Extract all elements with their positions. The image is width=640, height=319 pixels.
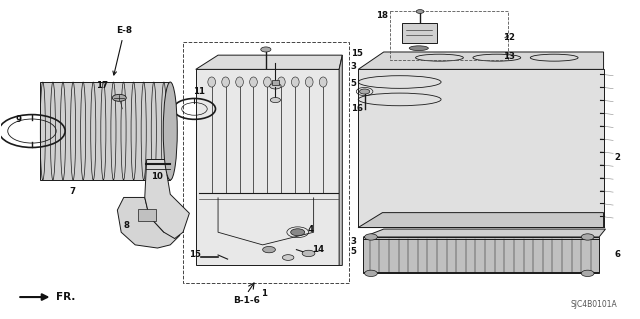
Polygon shape [196, 55, 342, 69]
Circle shape [365, 234, 378, 240]
Text: 3: 3 [351, 237, 356, 246]
Circle shape [260, 47, 271, 52]
Ellipse shape [278, 77, 285, 87]
Circle shape [302, 250, 315, 256]
Circle shape [360, 89, 370, 94]
FancyBboxPatch shape [196, 69, 339, 265]
Polygon shape [358, 213, 604, 227]
Circle shape [270, 98, 280, 103]
Text: 7: 7 [70, 187, 76, 196]
Text: 13: 13 [504, 52, 516, 61]
Text: 12: 12 [504, 33, 516, 42]
Ellipse shape [409, 46, 428, 50]
Text: SJC4B0101A: SJC4B0101A [571, 300, 618, 309]
Text: 6: 6 [614, 250, 620, 259]
Text: 15: 15 [189, 250, 201, 259]
Circle shape [112, 94, 126, 101]
Text: 8: 8 [124, 221, 130, 230]
Text: 10: 10 [151, 172, 163, 182]
Text: 1: 1 [261, 289, 267, 298]
Ellipse shape [305, 77, 313, 87]
Circle shape [269, 83, 281, 89]
Ellipse shape [208, 77, 216, 87]
Text: 9: 9 [15, 115, 21, 124]
Text: FR.: FR. [56, 292, 75, 302]
Text: 11: 11 [193, 87, 205, 96]
Text: 15: 15 [351, 49, 362, 58]
Polygon shape [145, 160, 189, 239]
Bar [183, 42, 349, 283]
Circle shape [291, 229, 305, 236]
Ellipse shape [291, 77, 299, 87]
Text: 4: 4 [307, 225, 314, 234]
Polygon shape [117, 197, 180, 248]
Text: 16: 16 [351, 104, 363, 113]
Circle shape [262, 247, 275, 253]
Circle shape [416, 10, 424, 13]
Bar [390, 11, 508, 60]
Text: 2: 2 [614, 153, 620, 162]
Ellipse shape [319, 77, 327, 87]
Circle shape [282, 255, 294, 260]
Text: 18: 18 [376, 11, 388, 20]
Circle shape [581, 234, 594, 240]
Ellipse shape [250, 77, 257, 87]
Text: 14: 14 [312, 245, 324, 254]
Circle shape [581, 270, 594, 277]
FancyBboxPatch shape [40, 82, 170, 180]
Bar [271, 80, 279, 85]
Polygon shape [358, 52, 604, 69]
Polygon shape [364, 229, 605, 237]
Bar [401, 23, 436, 43]
Text: 17: 17 [96, 81, 108, 90]
Text: 3: 3 [351, 62, 356, 71]
Ellipse shape [222, 77, 229, 87]
Text: B-1-6: B-1-6 [234, 296, 260, 305]
Circle shape [365, 270, 378, 277]
Ellipse shape [264, 77, 271, 87]
Text: 5: 5 [351, 247, 356, 256]
Ellipse shape [163, 82, 177, 180]
Bar [364, 237, 599, 273]
Ellipse shape [236, 77, 243, 87]
Bar [358, 69, 604, 227]
Text: E-8: E-8 [113, 26, 132, 75]
Bar [138, 210, 156, 221]
Text: 5: 5 [351, 79, 356, 88]
Polygon shape [339, 55, 342, 265]
